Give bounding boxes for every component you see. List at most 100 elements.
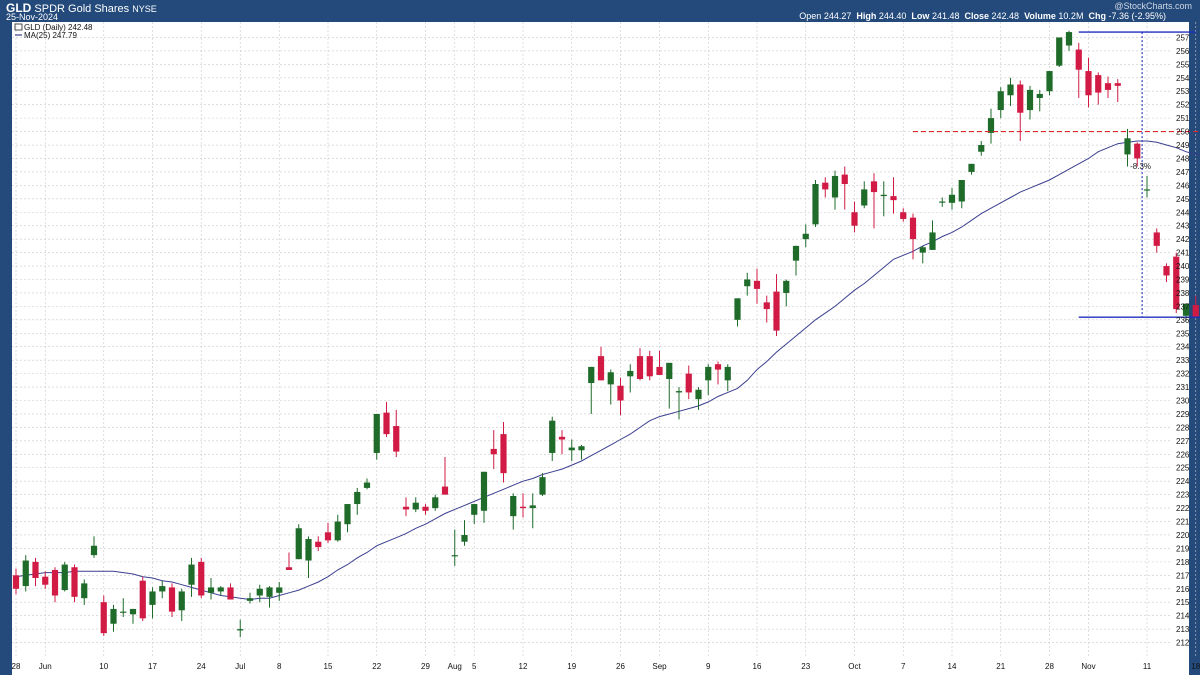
candle (500, 422, 507, 483)
candle (529, 493, 536, 529)
candle-body (100, 602, 107, 634)
candle (519, 493, 527, 518)
candle-body (227, 587, 234, 600)
candle (149, 587, 156, 619)
y-tick-label: 215 (1176, 598, 1190, 607)
candle-body (1173, 256, 1180, 310)
y-tick-label: 235 (1176, 329, 1190, 338)
candle-body (753, 280, 761, 289)
y-tick-label: 218 (1176, 558, 1190, 567)
candle (100, 595, 107, 636)
candle-body (1124, 138, 1131, 155)
candle-body (432, 497, 439, 509)
y-tick-label: 213 (1176, 625, 1190, 634)
x-tick-label: 14 (948, 662, 957, 671)
candle-body (773, 291, 780, 331)
candle (22, 555, 29, 592)
candle-body (1026, 89, 1034, 111)
candle-body (217, 587, 224, 592)
candle (334, 514, 341, 542)
candle (783, 279, 790, 307)
y-tick-label: 220 (1176, 531, 1190, 540)
candle (588, 366, 595, 414)
candle-body (841, 174, 848, 185)
candle (549, 416, 556, 462)
chart-date: 25-Nov-2024 (6, 12, 59, 22)
candle-body (568, 447, 575, 451)
candle (841, 166, 848, 210)
y-tick-label: 246 (1176, 181, 1190, 190)
y-tick-label: 249 (1176, 141, 1190, 150)
candle-body (480, 471, 488, 511)
candle-body (1153, 232, 1160, 246)
candle (539, 473, 546, 496)
candle (1095, 72, 1102, 105)
candle (1124, 128, 1131, 167)
candle (763, 295, 770, 323)
candle (617, 377, 624, 416)
candle-body (744, 279, 751, 287)
candle-body (1163, 266, 1170, 276)
candle (724, 364, 731, 392)
y-tick-label: 257 (1176, 33, 1190, 42)
candle (666, 362, 673, 409)
chart-header: GLD SPDR Gold Shares NYSE 25-Nov-2024 @S… (0, 0, 1200, 22)
ticker-symbol: GLD (6, 1, 32, 15)
x-tick-label: 16 (753, 662, 762, 671)
candle-body (285, 567, 293, 570)
candle (880, 181, 887, 217)
candle (480, 471, 488, 523)
candle (948, 188, 956, 210)
candle (139, 576, 146, 622)
change-label: Chg (1088, 11, 1106, 21)
candle (744, 272, 751, 296)
change-value: -7.36 (-2.95%) (1108, 11, 1166, 21)
candle-body (110, 608, 117, 624)
candle (978, 140, 985, 156)
x-tick-label: Jun (39, 662, 52, 671)
candle-body (802, 233, 809, 240)
candle-body (490, 448, 497, 455)
candle (900, 208, 907, 222)
candle-body (246, 598, 254, 601)
candle-body (139, 580, 146, 619)
candle-body (1095, 75, 1102, 93)
open-label: Open (799, 11, 822, 21)
candle-body (617, 385, 624, 401)
y-tick-label: 242 (1176, 235, 1190, 244)
candle-body (471, 504, 478, 515)
candle (578, 444, 585, 460)
x-tick-label: 12 (519, 662, 528, 671)
y-tick-label: 243 (1176, 222, 1190, 231)
x-tick-label: 19 (567, 662, 576, 671)
candle (227, 583, 234, 600)
grid-lines (12, 22, 1197, 658)
ma-line (15, 140, 1200, 601)
watermark: @StockCharts.com (1114, 1, 1192, 11)
candle-body (42, 576, 49, 585)
candle-body (1046, 71, 1053, 92)
candle-body (997, 91, 1004, 111)
candle-body (334, 521, 341, 541)
candle (1065, 30, 1073, 51)
security-name: SPDR Gold Shares (34, 3, 130, 15)
candle-body (909, 217, 917, 240)
x-tick-label: 24 (197, 662, 206, 671)
candle-body (12, 575, 20, 589)
candle-body (529, 505, 536, 509)
candle-body (939, 201, 946, 203)
candle (1104, 76, 1112, 98)
y-tick-label: 217 (1176, 571, 1190, 580)
candle (792, 245, 800, 276)
exchange-name: NYSE (132, 4, 157, 14)
candle-body (90, 545, 98, 556)
x-tick-label: Aug (448, 662, 462, 671)
candle-body (373, 413, 380, 453)
candle-body (237, 629, 244, 631)
x-axis-ticks: 28 Jun 10 17 24 Jul 8 15 22 29 Aug 5 12 19 26 Sep 9 16 23 O… (12, 662, 1200, 671)
close-value: 242.48 (991, 11, 1020, 21)
candle-body (812, 184, 819, 225)
candle-body (188, 564, 195, 585)
candle-body (861, 189, 868, 206)
